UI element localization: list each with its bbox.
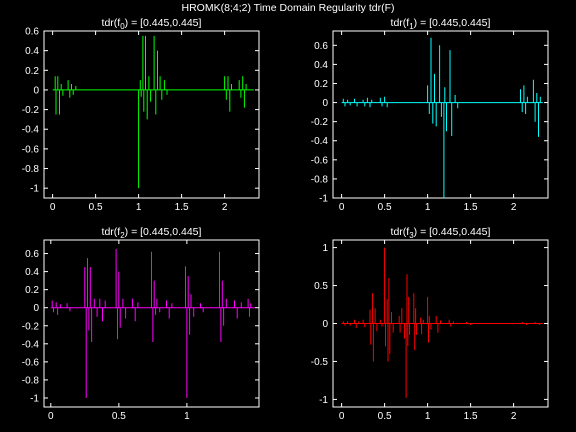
x-tick-label: 1 — [425, 202, 431, 213]
subplot-title: tdr(f1) = [0.445,0.445] — [391, 17, 491, 31]
y-tick-label: -0.2 — [22, 105, 40, 116]
subplot-0: tdr(f0) = [0.445,0.445] 0 0.5 1 1.5 2 -1 -0.8 -0… — [22, 17, 260, 213]
y-tick-label: -0.8 — [22, 375, 40, 386]
x-tick-label: 0 — [50, 202, 56, 213]
y-tick-label: 0 — [322, 319, 328, 330]
y-tick-label: 0.5 — [314, 281, 328, 292]
x-tick-label: 1.5 — [464, 202, 478, 213]
x-tick-label: 0 — [339, 202, 345, 213]
x-tick-label: 1 — [184, 411, 190, 422]
y-tick-label: -0.6 — [311, 155, 329, 166]
x-tick-label: 0.5 — [89, 202, 103, 213]
subplot-1: tdr(f1) = [0.445,0.445] 0 0.5 1 1.5 2 -1 -0.8 -0… — [311, 17, 549, 213]
subplot-title: tdr(f2) = [0.445,0.445] — [102, 226, 202, 240]
y-tick-label: -0.8 — [311, 174, 329, 185]
y-tick-label: -0.6 — [22, 144, 40, 155]
figure-title: HROMK(8;4;2) Time Domain Regularity tdr(… — [182, 2, 395, 14]
series-line — [50, 249, 255, 398]
y-tick-label: 0.4 — [314, 60, 328, 71]
series-line — [52, 35, 254, 189]
y-tick-label: 0.6 — [25, 27, 39, 38]
series-line — [341, 37, 543, 198]
y-tick-label: 0.6 — [25, 249, 39, 260]
y-tick-label: -0.5 — [311, 357, 329, 368]
y-tick-label: -0.4 — [22, 339, 40, 350]
y-tick-label: 1 — [322, 243, 328, 254]
y-tick-label: -0.2 — [311, 117, 329, 128]
y-tick-label: -0.4 — [311, 136, 329, 147]
x-tick-label: 2 — [511, 202, 517, 213]
y-tick-label: 0 — [33, 85, 39, 96]
subplot-grid: tdr(f0) = [0.445,0.445] 0 0.5 1 1.5 2 -1 -0.8 -0… — [22, 17, 549, 422]
plot-area — [43, 30, 260, 199]
y-tick-label: 0.2 — [25, 66, 39, 77]
x-tick-label: 0 — [339, 411, 345, 422]
y-tick-label: -1 — [30, 184, 39, 195]
subplot-3: tdr(f3) = [0.445,0.445] 0 0.5 1 1.5 2 -1 -0.5 0 0… — [311, 226, 549, 422]
y-tick-label: -1 — [30, 393, 39, 404]
x-tick-label: 1.5 — [175, 202, 189, 213]
x-tick-label: 2 — [222, 202, 228, 213]
series-line — [341, 247, 543, 398]
y-tick-label: -1 — [319, 395, 328, 406]
y-tick-label: -0.2 — [22, 321, 40, 332]
y-tick-label: 0.2 — [25, 285, 39, 296]
x-tick-label: 0 — [48, 411, 54, 422]
x-tick-label: 0.5 — [378, 202, 392, 213]
y-tick-label: 0.2 — [314, 79, 328, 90]
y-tick-label: -0.4 — [22, 125, 40, 136]
y-tick-label: -1 — [319, 194, 328, 205]
plot-area — [332, 30, 549, 199]
y-tick-label: 0.4 — [25, 46, 39, 57]
x-tick-label: 1 — [136, 202, 142, 213]
y-tick-label: 0.4 — [25, 267, 39, 278]
y-tick-label: 0 — [33, 303, 39, 314]
subplot-2: tdr(f2) = [0.445,0.445] 0 0.5 1 -1 -0.8 -0.6 -0… — [22, 226, 260, 422]
x-tick-label: 1.5 — [464, 411, 478, 422]
subplot-title: tdr(f0) = [0.445,0.445] — [102, 17, 202, 31]
y-tick-label: -0.6 — [22, 357, 40, 368]
y-tick-label: 0.6 — [314, 41, 328, 52]
x-tick-label: 0.5 — [112, 411, 126, 422]
subplot-title: tdr(f3) = [0.445,0.445] — [391, 226, 491, 240]
x-tick-label: 1 — [425, 411, 431, 422]
y-tick-label: -0.8 — [22, 164, 40, 175]
x-tick-label: 2 — [511, 411, 517, 422]
y-tick-label: 0 — [322, 98, 328, 109]
x-tick-label: 0.5 — [378, 411, 392, 422]
